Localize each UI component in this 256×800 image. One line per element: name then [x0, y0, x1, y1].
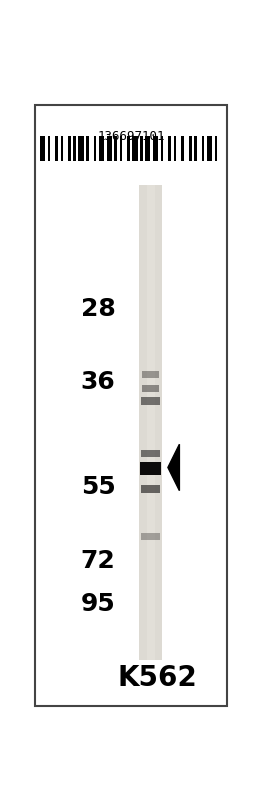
Bar: [141, 485, 161, 494]
Text: 55: 55: [81, 475, 115, 499]
Bar: [174, 136, 176, 161]
Bar: [181, 136, 184, 161]
Bar: [48, 136, 50, 161]
Bar: [60, 136, 63, 161]
Bar: [141, 533, 160, 540]
Bar: [86, 136, 89, 161]
Bar: [189, 136, 191, 161]
Bar: [99, 136, 104, 161]
Text: 136697101: 136697101: [98, 130, 165, 143]
Text: 95: 95: [81, 592, 115, 616]
Bar: [140, 462, 161, 475]
Bar: [55, 136, 58, 161]
Text: 72: 72: [81, 549, 115, 573]
Text: K562: K562: [117, 664, 197, 692]
Bar: [133, 136, 138, 161]
Bar: [194, 136, 197, 161]
Bar: [168, 136, 171, 161]
Bar: [68, 136, 71, 161]
Bar: [94, 136, 97, 161]
Bar: [142, 371, 159, 378]
Bar: [114, 136, 117, 161]
Bar: [145, 136, 151, 161]
Bar: [127, 136, 130, 161]
Bar: [79, 136, 84, 161]
Bar: [142, 386, 159, 392]
Bar: [140, 136, 143, 161]
Bar: [73, 136, 76, 161]
Polygon shape: [168, 444, 179, 490]
Bar: [153, 136, 158, 161]
Text: 36: 36: [81, 370, 115, 394]
Bar: [215, 136, 217, 161]
Text: 28: 28: [81, 297, 115, 321]
Bar: [202, 136, 205, 161]
Bar: [120, 136, 122, 161]
Bar: [141, 397, 160, 405]
Bar: [147, 186, 155, 660]
Bar: [107, 136, 112, 161]
Bar: [161, 136, 163, 161]
Bar: [40, 136, 45, 161]
Bar: [139, 186, 162, 660]
Bar: [207, 136, 212, 161]
Bar: [141, 450, 161, 457]
